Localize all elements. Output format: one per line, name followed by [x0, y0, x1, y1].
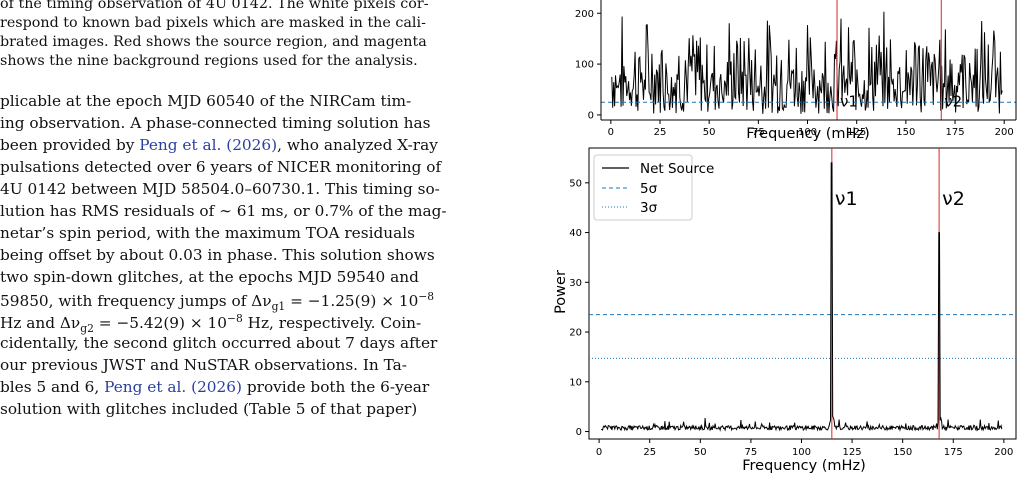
- body-text: = −1.25(9) × 10: [285, 292, 419, 311]
- bottom-y-tick-label: 20: [569, 328, 582, 339]
- body-text: Hz and Δν: [0, 314, 81, 333]
- body-line: being offset by about 0.03 in phase. Thi…: [0, 246, 435, 264]
- bottom-axes-frame: [588, 147, 1017, 440]
- top-x-tick-label: 75: [752, 127, 765, 138]
- body-line: two spin-down glitches, at the epochs MJ…: [0, 268, 419, 286]
- bottom-y-tick-label: 30: [569, 278, 582, 289]
- body-text: 59850, with frequency jumps of Δν: [0, 292, 272, 311]
- top-x-tick-label: 100: [798, 127, 817, 138]
- body-line: bles 5 and 6, Peng et al. (2026) provide…: [0, 378, 429, 396]
- bottom-y-axis-label: Power: [553, 270, 569, 314]
- bottom-x-tick-label: 150: [893, 447, 912, 458]
- bottom-x-axis-label: Frequency (mHz): [742, 458, 865, 474]
- legend-net-source-label: Net Source: [640, 161, 714, 177]
- caption-line: brated images. Red shows the source regi…: [0, 34, 427, 50]
- top-y-tick-label: 0: [588, 110, 594, 121]
- body-text: provide both the 6-year: [241, 378, 430, 396]
- bottom-marker-label: ν1: [835, 188, 858, 210]
- bottom-x-tick-label: 200: [994, 447, 1013, 458]
- bottom-x-tick-label: 100: [792, 447, 811, 458]
- bottom-x-tick-label: 0: [596, 447, 602, 458]
- top-x-axis-label: Frequency (mHz): [746, 126, 869, 142]
- bottom-power-spectrum-panel: ν1 ν2 0 25 50 75 100 125 150 175 200 0 10 20 30 40 50 F…: [553, 147, 1017, 474]
- bottom-y-tick-label: 40: [569, 228, 582, 239]
- top-x-tick-label: 200: [995, 127, 1014, 138]
- top-x-tick-label: 125: [847, 127, 866, 138]
- paper-text-column: of the timing observation of 4U 0142. Th…: [0, 0, 505, 497]
- bottom-series-group: ν1 ν2: [589, 148, 1016, 439]
- caption-line: respond to known bad pixels which are ma…: [0, 15, 426, 31]
- top-x-tick-label: 50: [703, 127, 716, 138]
- bottom-y-tick-label: 50: [569, 178, 582, 189]
- body-line: our previous JWST and NuSTAR observation…: [0, 356, 407, 374]
- top-power-spectrum-panel: ν1 ν2 0 25 50 75 100 125 150 175 200 0 100 200 Frequ…: [575, 0, 1017, 142]
- body-text: been provided by: [0, 136, 140, 154]
- body-line: netar’s spin period, with the maximum TO…: [0, 224, 415, 242]
- body-line: plicable at the epoch MJD 60540 of the N…: [0, 92, 412, 110]
- net-source-line: [600, 162, 1003, 432]
- top-net-source-line: [611, 11, 1003, 114]
- citation-link[interactable]: Peng et al. (2026): [104, 378, 242, 396]
- bottom-y-tick-label: 0: [576, 427, 582, 438]
- body-line: pulsations detected over 6 years of NICE…: [0, 158, 442, 176]
- legend: Net Source 5σ 3σ: [593, 154, 714, 221]
- body-line: solution with glitches included (Table 5…: [0, 400, 418, 418]
- bottom-ticks-group: 0 25 50 75 100 125 150 175 200 0 10 20 30 40 50: [569, 178, 1013, 458]
- body-line: been provided by Peng et al. (2026), who…: [0, 136, 438, 154]
- subscript: g1: [271, 300, 286, 314]
- bottom-x-tick-label: 175: [944, 447, 963, 458]
- bottom-marker-label: ν2: [942, 188, 965, 210]
- top-y-tick-label: 100: [575, 60, 594, 71]
- legend-box: [593, 154, 693, 221]
- bottom-x-tick-label: 50: [694, 447, 707, 458]
- top-y-tick-label: 200: [575, 9, 594, 20]
- legend-3sigma-label: 3σ: [640, 200, 658, 216]
- citation-link[interactable]: Peng et al. (2026): [139, 136, 278, 154]
- top-x-tick-label: 25: [654, 127, 667, 138]
- bottom-x-tick-label: 75: [745, 447, 758, 458]
- body-line: ing observation. A phase-connected timin…: [0, 114, 431, 132]
- superscript: −8: [227, 312, 243, 325]
- bottom-x-tick-label: 125: [843, 447, 862, 458]
- caption-line: of the timing observation of 4U 0142. Th…: [0, 0, 429, 12]
- body-text: Hz, respectively. Coin-: [242, 314, 422, 333]
- legend-5sigma-label: 5σ: [640, 181, 658, 197]
- body-line: lution has RMS residuals of ∼ 61 ms, or …: [0, 202, 447, 220]
- bottom-x-tick-label: 25: [643, 447, 656, 458]
- top-marker-label: ν1: [840, 92, 858, 110]
- body-line: 4U 0142 between MJD 58504.0–60730.1. Thi…: [0, 180, 440, 198]
- top-x-tick-label: 0: [608, 127, 614, 138]
- top-x-tick-label: 175: [945, 127, 964, 138]
- body-line: Hz and Δνg2 = −5.42(9) × 10−8 Hz, respec…: [0, 312, 421, 335]
- top-ticks-group: 0 25 50 75 100 125 150 175 200 0 100 200: [575, 9, 1014, 138]
- body-text: = −5.42(9) × 10: [93, 314, 227, 333]
- top-marker-label: ν2: [944, 92, 962, 110]
- top-series-group: ν1 ν2: [601, 0, 1016, 120]
- subscript: g2: [80, 322, 94, 336]
- caption-line: shows the nine background regions used f…: [0, 53, 418, 69]
- body-text: bles 5 and 6,: [0, 378, 105, 396]
- body-text: , who analyzed X-ray: [277, 136, 438, 154]
- body-line: 59850, with frequency jumps of Δνg1 = −1…: [0, 290, 434, 313]
- top-x-tick-label: 150: [896, 127, 915, 138]
- superscript: −8: [418, 290, 435, 303]
- body-line: cidentally, the second glitch occurred a…: [0, 334, 438, 352]
- bottom-y-tick-label: 10: [569, 377, 582, 388]
